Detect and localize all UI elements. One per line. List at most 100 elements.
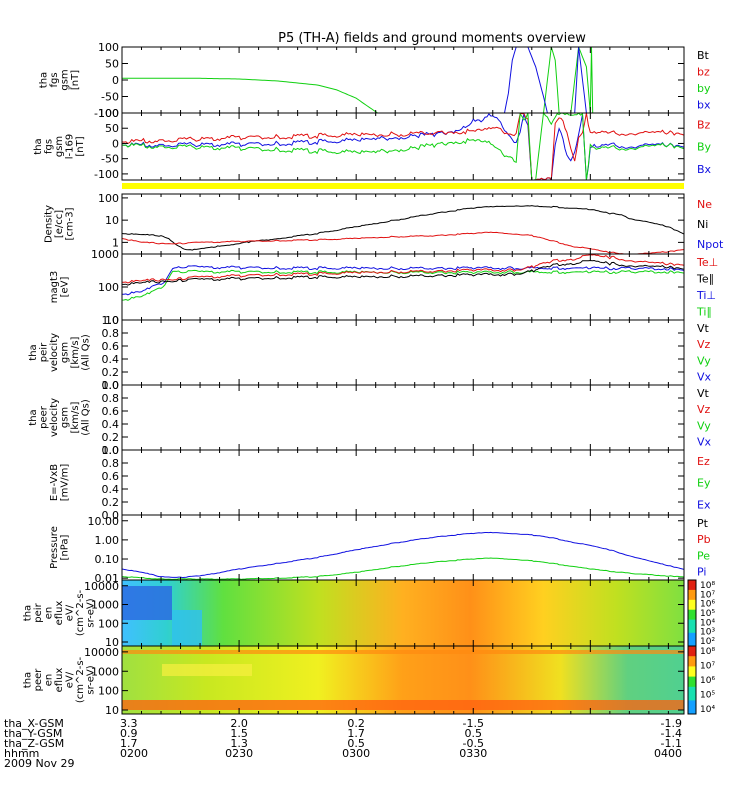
orbit-value: 2.0 bbox=[230, 717, 248, 730]
y-tick-label: 50 bbox=[105, 58, 119, 71]
colorbar-cell bbox=[688, 584, 696, 588]
orbit-value: 1.5 bbox=[230, 727, 248, 740]
y-tick-label: 10 bbox=[105, 704, 119, 717]
series-Ne bbox=[122, 231, 684, 254]
colorbar-cell bbox=[688, 649, 696, 652]
colorbar-cell bbox=[688, 581, 696, 584]
y-tick-label: 100 bbox=[98, 41, 119, 54]
colorbar-cell bbox=[688, 693, 696, 696]
y-axis-label: E=-VxB bbox=[49, 464, 60, 501]
y-axis-label: velocity bbox=[49, 398, 60, 437]
panel-fgs_lmn: 100 50 0 -50 -100 tha fgs gsm l-169 [nT] Bz By Bx bbox=[33, 107, 712, 181]
legend-entry: Bx bbox=[697, 163, 712, 176]
orbit-value: 0300 bbox=[342, 747, 370, 760]
colorbar-cell bbox=[688, 639, 696, 642]
colorbar-cell bbox=[688, 593, 696, 596]
series-Ti∥ bbox=[122, 269, 684, 301]
low-energy-band bbox=[122, 700, 684, 710]
orbit-value: 0230 bbox=[225, 747, 253, 760]
series-by bbox=[589, 47, 594, 113]
y-axis-label: (cm^2-s- bbox=[75, 589, 86, 636]
legend-entry: Ey bbox=[697, 477, 711, 490]
colorbar-cell bbox=[688, 695, 696, 698]
y-tick-label: 0.4 bbox=[102, 483, 120, 496]
colorbar-cell bbox=[688, 644, 696, 647]
y-axis-label: fgs bbox=[49, 72, 60, 87]
colorbar-cell bbox=[688, 609, 696, 612]
legend-entry: bz bbox=[697, 66, 710, 79]
colorbar-cell bbox=[688, 594, 696, 597]
y-tick-label: 0.10 bbox=[95, 553, 120, 566]
colorbar-cell bbox=[688, 586, 696, 589]
y-tick-label: 100 bbox=[98, 617, 119, 630]
series-By bbox=[122, 113, 684, 180]
y-tick-label: 0.01 bbox=[95, 572, 120, 585]
colorbar-cell bbox=[688, 647, 696, 650]
y-tick-label: 0.2 bbox=[102, 366, 120, 379]
colorbar-cell bbox=[688, 663, 696, 666]
legend-entry: Pe bbox=[697, 549, 710, 562]
y-tick-label: 10.00 bbox=[88, 515, 120, 528]
legend-entry: Ti∥ bbox=[696, 306, 712, 319]
colorbar-cell bbox=[688, 678, 696, 681]
page-title: P5 (TH-A) fields and ground moments over… bbox=[278, 31, 586, 46]
orbit-row-label: tha_X-GSM bbox=[4, 717, 64, 730]
orbit-value: 0.9 bbox=[120, 727, 138, 740]
legend-entry: Vy bbox=[697, 354, 711, 367]
colorbar-label: 10⁵ bbox=[700, 609, 715, 619]
legend-entry: Vt bbox=[697, 322, 710, 335]
colorbar-cell bbox=[688, 599, 696, 602]
y-tick-label: 0.8 bbox=[102, 327, 120, 340]
colorbar-cell bbox=[688, 700, 696, 703]
colorbar-label: 10⁴ bbox=[700, 705, 715, 715]
panel-frame bbox=[121, 319, 685, 386]
colorbar-cell bbox=[688, 702, 696, 705]
colorbar-cell bbox=[688, 627, 696, 630]
y-tick-label: 10 bbox=[105, 214, 119, 227]
legend-entry: By bbox=[697, 141, 712, 154]
y-tick-label: 1 bbox=[112, 236, 119, 249]
orbit-value: 0330 bbox=[459, 747, 487, 760]
colorbar-cell bbox=[688, 661, 696, 664]
colorbar-cell bbox=[688, 668, 696, 671]
series-Pe bbox=[122, 557, 684, 580]
colorbar-cell bbox=[688, 642, 696, 645]
colorbar-label: 10⁶ bbox=[700, 676, 715, 686]
series-bx bbox=[504, 47, 517, 113]
y-tick-label: 0.0 bbox=[102, 444, 120, 457]
orbit-value: -1.1 bbox=[661, 737, 682, 750]
y-axis-label: gsm bbox=[59, 69, 70, 90]
colorbar-cell bbox=[688, 604, 696, 607]
colorbar-cell bbox=[688, 616, 696, 619]
spectrogram bbox=[122, 580, 684, 646]
y-axis-label: [nPa] bbox=[59, 534, 70, 560]
colorbar-label: 10⁴ bbox=[700, 618, 715, 628]
panel-temperature: 1000 100 10 magt3 [eV] Te⊥ Te∥ Ti⊥ Ti∥ bbox=[49, 248, 718, 327]
colorbar-cell bbox=[688, 619, 696, 622]
panel-frame bbox=[121, 645, 685, 715]
colorbar-cell bbox=[688, 710, 696, 713]
y-tick-label: 10 bbox=[105, 636, 119, 649]
y-axis-label: [nT] bbox=[75, 136, 86, 156]
colorbar-label: 10² bbox=[700, 637, 715, 647]
y-axis-label: l-169 bbox=[65, 134, 76, 159]
y-tick-label: 0.8 bbox=[102, 457, 120, 470]
y-axis-label: Density bbox=[44, 205, 55, 243]
legend-entry: Bz bbox=[697, 118, 711, 131]
colorbar-cell bbox=[688, 608, 696, 611]
colorbar-cell bbox=[688, 651, 696, 654]
y-axis-label: tha bbox=[28, 344, 39, 360]
colorbar-cell bbox=[688, 601, 696, 604]
colorbar-frame bbox=[687, 645, 697, 715]
colorbar-cell bbox=[688, 622, 696, 626]
colorbar-cell bbox=[688, 603, 696, 606]
flux-patch bbox=[162, 664, 252, 676]
colorbar-cell bbox=[688, 666, 696, 669]
colorbar-cell bbox=[688, 626, 696, 629]
colorbar-label: 10⁶ bbox=[700, 600, 715, 610]
colorbar-cell bbox=[688, 580, 696, 583]
